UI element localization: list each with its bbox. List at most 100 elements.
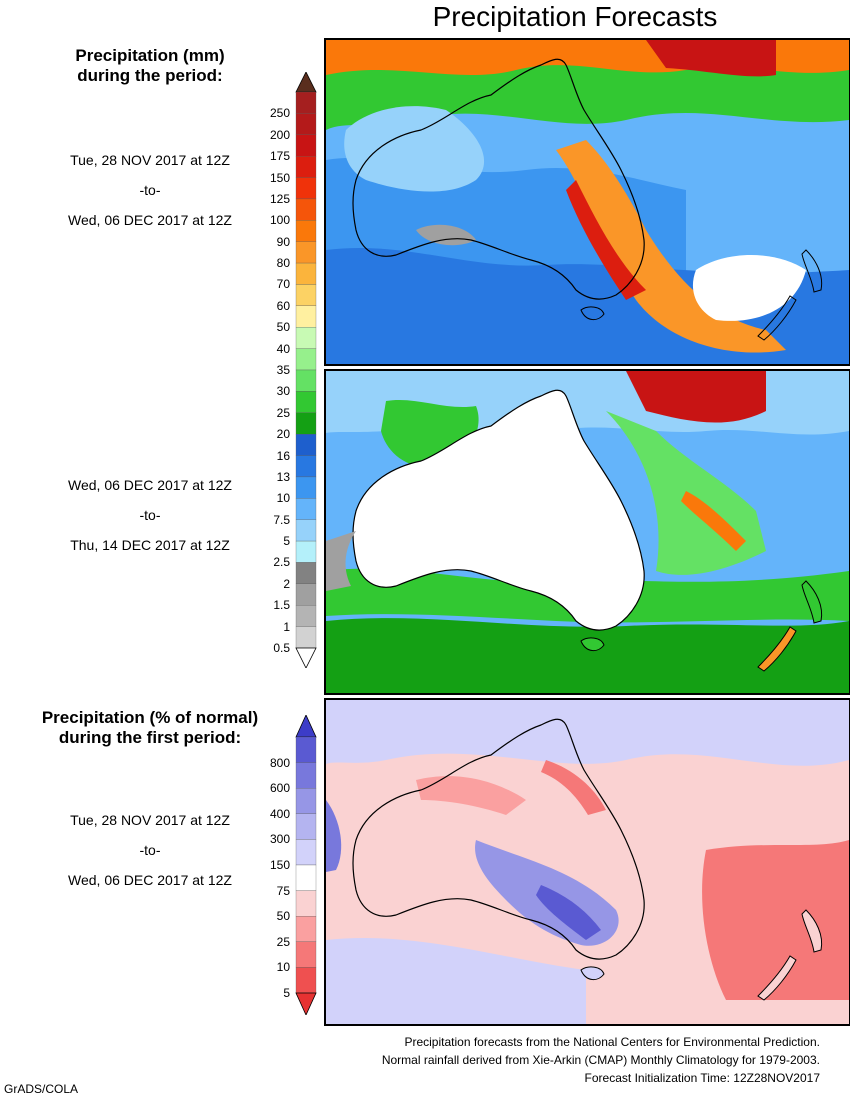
credits-line1: Precipitation forecasts from the Nationa… — [404, 1035, 820, 1049]
mm-scale-label: 175 — [269, 149, 290, 164]
mm-scale-label: 35 — [276, 363, 290, 377]
mm-scale-label: 200 — [269, 127, 290, 142]
mm-legend-heading: Precipitation (mm) during the period: — [20, 46, 280, 86]
mm-scale-swatch — [295, 562, 317, 584]
mm-scale-label: 2.5 — [273, 555, 290, 570]
mm-scale-label: 50 — [276, 320, 290, 335]
mm-scale-swatch — [295, 626, 317, 649]
mm-scale-swatch — [295, 583, 317, 606]
pct-heading-line1: Precipitation (% of normal) — [41, 708, 259, 727]
mm-scale-swatch — [295, 113, 317, 135]
mm-scale-label: 1 — [283, 619, 290, 634]
credits-line3: Forecast Initialization Time: 12Z28NOV20… — [584, 1071, 820, 1085]
mm-scale-swatch — [295, 540, 317, 563]
mm-scale-swatch — [295, 241, 317, 264]
pct-scale-label: 800 — [269, 755, 290, 770]
pct-scale-swatch — [295, 762, 317, 789]
mm-scale-swatch — [295, 369, 317, 392]
page-title: Precipitation Forecasts — [432, 1, 718, 32]
mm-scale-label: 7.5 — [273, 512, 290, 527]
pct-scale-label: 25 — [276, 934, 290, 949]
mm-scale-label: 90 — [276, 234, 290, 249]
mm-scale-top-cap — [295, 72, 317, 93]
mm-scale-label: 70 — [276, 277, 290, 292]
credits: Precipitation forecasts from the Nationa… — [382, 1033, 820, 1087]
map-panel-percent-normal — [324, 698, 850, 1026]
mm-scale-swatch — [295, 177, 317, 200]
grads-label: GrADS/COLA — [4, 1082, 79, 1096]
mm-scale-swatch — [295, 284, 317, 306]
mm-scale-label: 150 — [269, 170, 290, 185]
pct-scale-swatch — [295, 864, 317, 891]
period-1-sep: -to- — [139, 182, 161, 198]
mm-scale-label: 80 — [276, 256, 290, 271]
pct-scale-label: 75 — [276, 883, 290, 898]
mm-scale-label: 5 — [283, 534, 290, 549]
mm-scale-label: 1.5 — [273, 598, 290, 613]
pct-scale-swatch — [295, 941, 317, 968]
mm-scale-swatch — [295, 498, 317, 520]
pct-legend-heading: Precipitation (% of normal) during the f… — [20, 708, 280, 748]
mm-scale-label: 10 — [276, 491, 290, 506]
mm-color-scale — [295, 72, 317, 668]
mm-scale-label: 13 — [276, 469, 290, 484]
period-3-start: Tue, 28 NOV 2017 at 12Z — [70, 812, 230, 828]
map-panel-period-1 — [324, 38, 850, 366]
mm-scale-label: 125 — [269, 191, 290, 206]
mm-scale-label: 25 — [276, 405, 290, 420]
mm-scale-label: 2 — [283, 576, 290, 591]
pct-scale-label: 150 — [269, 858, 290, 872]
credits-line2: Normal rainfall derived from Xie-Arkin (… — [381, 1053, 820, 1067]
period-3-end: Wed, 06 DEC 2017 at 12Z — [68, 872, 232, 888]
mm-scale-swatch — [295, 434, 317, 456]
mm-scale-label: 100 — [269, 213, 290, 228]
map-panel-period-2 — [324, 369, 850, 695]
period-2-start: Wed, 06 DEC 2017 at 12Z — [68, 477, 232, 493]
mm-scale-label: 20 — [276, 427, 290, 442]
mm-scale-swatch — [295, 519, 317, 542]
period-2-sep: -to- — [139, 507, 161, 523]
mm-scale-bottom-cap — [295, 647, 317, 668]
mm-heading-line2: during the period: — [77, 66, 223, 85]
pct-heading-line2: during the first period: — [58, 728, 242, 747]
pct-color-scale — [295, 715, 317, 1015]
mm-scale-label: 250 — [269, 106, 290, 121]
mm-scale-swatch — [295, 134, 317, 157]
mm-scale-swatch — [295, 91, 317, 114]
period-1-end: Wed, 06 DEC 2017 at 12Z — [68, 212, 232, 228]
mm-scale-swatch — [295, 455, 317, 478]
mm-scale-label: 60 — [276, 298, 290, 313]
mm-heading-line1: Precipitation (mm) — [75, 46, 225, 65]
mm-scale-swatch — [295, 476, 317, 499]
mm-scale-label: 0.5 — [273, 641, 290, 655]
mm-scale-label: 30 — [276, 384, 290, 399]
pct-scale-swatch — [295, 916, 317, 942]
mm-scale-swatch — [295, 156, 317, 178]
mm-scale-swatch — [295, 391, 317, 413]
pct-scale-label: 400 — [269, 806, 290, 821]
pct-scale-bottom-cap — [295, 992, 317, 1015]
mm-scale-swatch — [295, 198, 317, 221]
mm-scale-label: 16 — [276, 448, 290, 463]
mm-scale-label: 40 — [276, 341, 290, 356]
pct-scale-swatch — [295, 890, 317, 917]
pct-scale-swatch — [295, 839, 317, 866]
pct-scale-label: 5 — [283, 986, 290, 1000]
mm-scale-swatch — [295, 327, 317, 349]
mm-scale-swatch — [295, 412, 317, 435]
mm-scale-swatch — [295, 262, 317, 285]
mm-scale-swatch — [295, 220, 317, 242]
period-2-end: Thu, 14 DEC 2017 at 12Z — [70, 537, 230, 553]
pct-scale-swatch — [295, 788, 317, 814]
pct-scale-label: 600 — [269, 781, 290, 796]
mm-scale-swatch — [295, 348, 317, 371]
period-1-start: Tue, 28 NOV 2017 at 12Z — [70, 152, 230, 168]
pct-scale-label: 10 — [276, 960, 290, 975]
pct-scale-swatch — [295, 736, 317, 763]
mm-scale-swatch — [295, 605, 317, 627]
period-3-sep: -to- — [139, 842, 161, 858]
pct-scale-swatch — [295, 813, 317, 840]
pct-scale-label: 50 — [276, 909, 290, 924]
pct-scale-swatch — [295, 967, 317, 994]
pct-scale-top-cap — [295, 715, 317, 738]
